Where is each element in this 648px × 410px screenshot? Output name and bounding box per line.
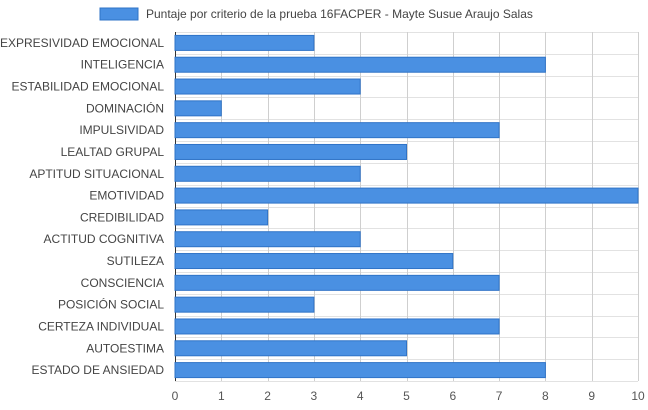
category-label: APTITUD SITUACIONAL <box>29 167 164 181</box>
legend-swatch <box>99 7 139 21</box>
bar[interactable] <box>174 56 546 73</box>
x-tick-label: 8 <box>542 389 549 403</box>
category-label: SUTILEZA <box>107 254 164 268</box>
legend-label: Puntaje por criterio de la prueba 16FACP… <box>146 7 533 21</box>
category-label: IMPULSIVIDAD <box>79 123 164 137</box>
x-tick-label: 7 <box>496 389 503 403</box>
bar[interactable] <box>174 362 546 379</box>
x-tick-label: 5 <box>403 389 410 403</box>
x-tick-labels: 0 1 2 3 4 5 6 7 8 9 10 <box>172 389 645 403</box>
x-tick-label: 10 <box>631 389 645 403</box>
bar[interactable] <box>174 122 500 139</box>
category-label: ESTABILIDAD EMOCIONAL <box>12 80 165 94</box>
bar[interactable] <box>174 231 361 248</box>
category-label: INTELIGENCIA <box>81 58 164 72</box>
category-labels: EXPRESIVIDAD EMOCIONAL INTELIGENCIA ESTABI… <box>0 36 164 377</box>
category-label: EXPRESIVIDAD EMOCIONAL <box>0 36 164 50</box>
category-label: CONSCIENCIA <box>81 276 164 290</box>
bar[interactable] <box>174 143 407 160</box>
x-tick-label: 1 <box>218 389 225 403</box>
category-label: CREDIBILIDAD <box>80 210 164 224</box>
bar[interactable] <box>174 274 500 291</box>
legend[interactable]: Puntaje por criterio de la prueba 16FACP… <box>99 7 533 21</box>
x-tick-label: 4 <box>357 389 364 403</box>
category-label: POSICIÓN SOCIAL <box>58 297 164 312</box>
bar[interactable] <box>174 78 361 95</box>
bars <box>174 34 639 379</box>
bar[interactable] <box>174 296 315 313</box>
x-tick-label: 3 <box>311 389 318 403</box>
x-tick-label: 0 <box>172 389 179 403</box>
bar[interactable] <box>174 209 269 226</box>
bar[interactable] <box>174 340 407 357</box>
category-label: LEALTAD GRUPAL <box>61 145 165 159</box>
x-tick-label: 2 <box>264 389 271 403</box>
bar[interactable] <box>174 165 361 182</box>
bar[interactable] <box>174 253 454 270</box>
category-label: ACTITUD COGNITIVA <box>44 232 164 246</box>
category-label: AUTOESTIMA <box>86 341 164 355</box>
category-label: DOMINACIÓN <box>86 100 164 115</box>
category-label: EMOTIVIDAD <box>89 189 164 203</box>
x-tick-label: 6 <box>449 389 456 403</box>
bar[interactable] <box>174 34 315 51</box>
x-tick-label: 9 <box>588 389 595 403</box>
bar[interactable] <box>174 100 222 117</box>
bar[interactable] <box>174 318 500 335</box>
category-label: ESTADO DE ANSIEDAD <box>32 363 165 377</box>
category-label: CERTEZA INDIVIDUAL <box>38 319 164 333</box>
bar[interactable] <box>174 187 639 204</box>
